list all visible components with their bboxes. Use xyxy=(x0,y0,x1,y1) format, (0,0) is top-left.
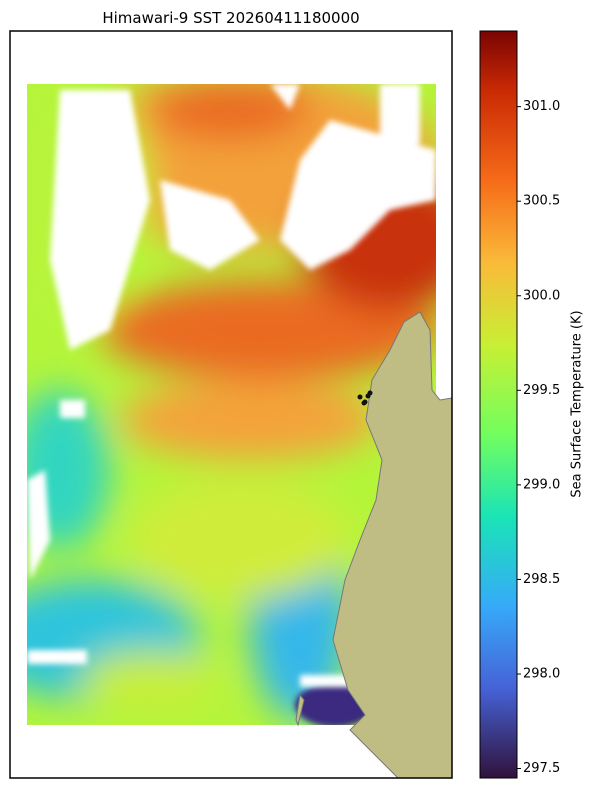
colorbar-tick-label: 298.5 xyxy=(523,572,560,587)
colorbar-tick-label: 299.0 xyxy=(523,477,560,492)
sst-field xyxy=(27,84,436,725)
colorbar-tick-label: 300.5 xyxy=(523,194,560,209)
map-title: Himawari-9 SST 20260411180000 xyxy=(102,9,359,27)
land xyxy=(332,311,452,778)
colorbar-tick-label: 299.5 xyxy=(523,383,560,398)
colorbar-tick-label: 298.0 xyxy=(523,666,560,681)
map-frame xyxy=(9,30,453,779)
colorbar-label: Sea Surface Temperature (K) xyxy=(570,310,585,497)
island xyxy=(295,693,305,727)
colorbar xyxy=(479,30,518,779)
stations xyxy=(357,390,373,406)
colorbar-tick-label: 297.5 xyxy=(523,761,560,776)
colorbar-tick-label: 301.0 xyxy=(523,99,560,114)
colorbar-tick-label: 300.0 xyxy=(523,288,560,303)
